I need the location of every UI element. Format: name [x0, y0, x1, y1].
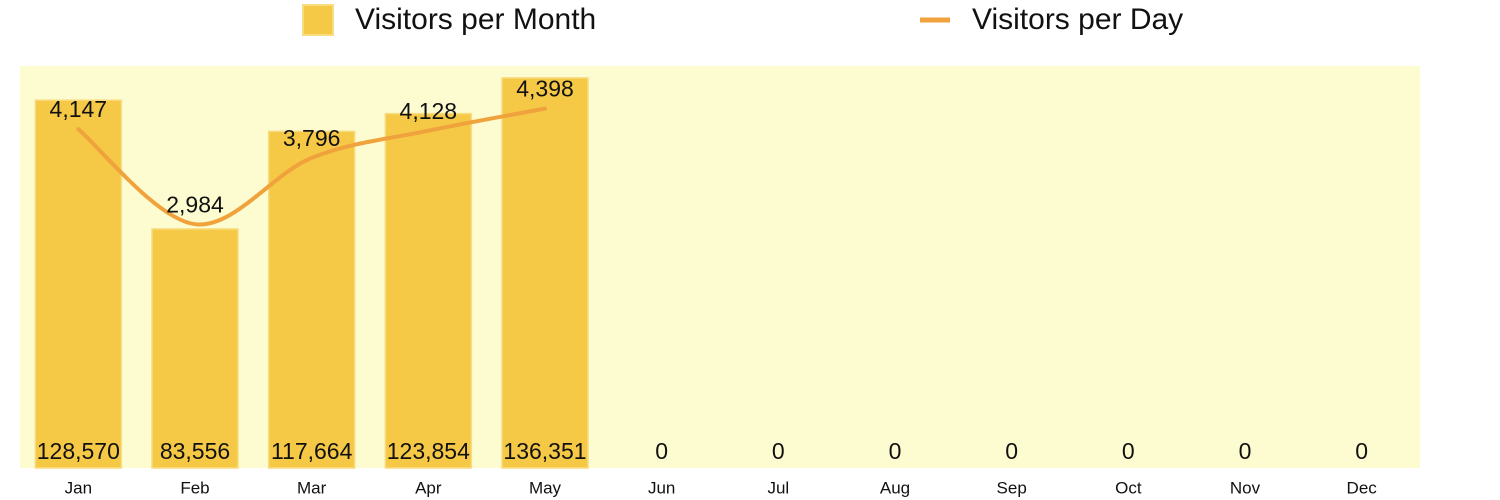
bar	[501, 77, 589, 469]
bar	[151, 228, 239, 469]
bar-value-label: 0	[889, 438, 902, 464]
line-value-label: 3,796	[283, 125, 341, 151]
x-tick-label: Aug	[880, 478, 910, 497]
bar-value-label: 0	[772, 438, 785, 464]
bar-value-label: 83,556	[160, 438, 230, 464]
bar-value-label: 0	[1355, 438, 1368, 464]
bar	[267, 130, 356, 469]
x-tick-label: Jan	[65, 478, 92, 497]
legend-swatch	[302, 4, 334, 36]
x-tick-label: Oct	[1115, 478, 1142, 497]
line-value-label: 4,398	[516, 76, 574, 102]
x-tick-label: Mar	[297, 478, 327, 497]
x-tick-label: Nov	[1230, 478, 1261, 497]
line-value-label: 4,147	[50, 96, 108, 122]
line-value-label: 2,984	[166, 191, 224, 217]
bar-value-label: 136,351	[503, 438, 586, 464]
bar-value-label: 0	[1005, 438, 1018, 464]
bar-value-label: 0	[655, 438, 668, 464]
bar-value-label: 0	[1122, 438, 1135, 464]
bar	[34, 99, 123, 469]
x-tick-label: Dec	[1347, 478, 1378, 497]
legend-label: Visitors per Month	[355, 3, 596, 36]
x-tick-label: Apr	[415, 478, 442, 497]
bar-value-label: 123,854	[387, 438, 470, 464]
bar	[384, 112, 473, 469]
bar-value-label: 0	[1239, 438, 1252, 464]
x-tick-label: Jul	[767, 478, 789, 497]
x-tick-label: Jun	[648, 478, 675, 497]
line-value-label: 4,128	[400, 98, 458, 124]
x-tick-label: Feb	[180, 478, 209, 497]
bar-value-label: 117,664	[271, 438, 353, 464]
legend-label: Visitors per Day	[972, 3, 1183, 36]
bar-value-label: 128,570	[37, 438, 120, 464]
line	[76, 106, 547, 227]
x-tick-label: May	[529, 478, 562, 497]
plot-background	[20, 66, 1420, 468]
x-tick-label: Sep	[997, 478, 1027, 497]
